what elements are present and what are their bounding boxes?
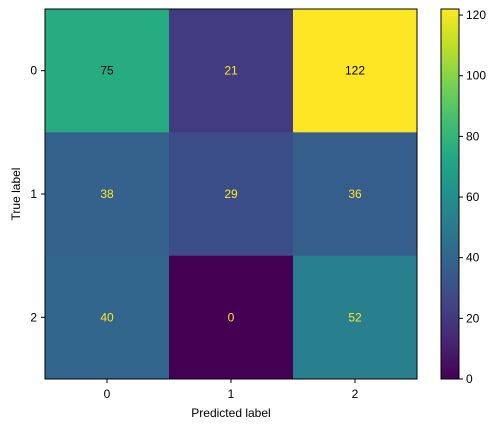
colorbar-tick-label: 60 bbox=[466, 190, 480, 204]
cell-value-label-r1-c0: 38 bbox=[100, 187, 114, 201]
cell-value-label-r2-c0: 40 bbox=[100, 310, 114, 324]
cell-value-label-r1-c1: 29 bbox=[224, 187, 238, 201]
y-tick-label: 1 bbox=[30, 187, 37, 201]
cell-value-label-r0-c1: 21 bbox=[224, 64, 238, 78]
x-axis-label: Predicted label bbox=[191, 406, 270, 420]
heatmap-cell-r2-c2 bbox=[293, 255, 418, 380]
heatmap-cell-r2-c1 bbox=[169, 255, 294, 380]
heatmap-cell-r0-c0 bbox=[45, 9, 170, 133]
heatmap-cells bbox=[45, 9, 418, 380]
cell-value-label-r2-c1: 0 bbox=[228, 310, 235, 324]
heatmap-cell-r0-c2 bbox=[293, 9, 418, 133]
colorbar-tick-label: 40 bbox=[466, 251, 480, 265]
cell-value-label-r2-c2: 52 bbox=[348, 310, 362, 324]
heatmap-cell-r2-c0 bbox=[45, 255, 170, 380]
colorbar-tick-label: 100 bbox=[466, 69, 486, 83]
heatmap-cell-r1-c0 bbox=[45, 132, 170, 257]
colorbar-tick-label: 20 bbox=[466, 311, 480, 325]
heatmap-cell-labels: 75 21 122 38 29 36 40 0 52 bbox=[100, 64, 365, 325]
colorbar-tick-label: 120 bbox=[466, 8, 486, 22]
y-tick-label: 0 bbox=[30, 64, 37, 78]
colorbar-tick-label: 80 bbox=[466, 129, 480, 143]
heatmap-cell-r1-c1 bbox=[169, 132, 294, 257]
cell-value-label-r0-c0: 75 bbox=[100, 64, 114, 78]
y-axis-label: True label bbox=[9, 168, 23, 221]
y-axis-ticks: 0 1 2 bbox=[30, 64, 45, 324]
x-axis-ticks: 0 1 2 bbox=[104, 379, 359, 401]
colorbar-ticks: 0 20 40 60 80 100 120 bbox=[459, 8, 486, 386]
x-tick-label: 2 bbox=[352, 387, 359, 401]
x-tick-label: 0 bbox=[104, 387, 111, 401]
heatmap-cell-r1-c2 bbox=[293, 132, 418, 257]
cell-value-label-r0-c2: 122 bbox=[345, 64, 365, 78]
colorbar-tick-label: 0 bbox=[466, 372, 473, 386]
colorbar bbox=[440, 8, 460, 380]
x-tick-label: 1 bbox=[228, 387, 235, 401]
cell-value-label-r1-c2: 36 bbox=[348, 187, 362, 201]
y-tick-label: 2 bbox=[30, 310, 37, 324]
heatmap-cell-r0-c1 bbox=[169, 9, 294, 133]
